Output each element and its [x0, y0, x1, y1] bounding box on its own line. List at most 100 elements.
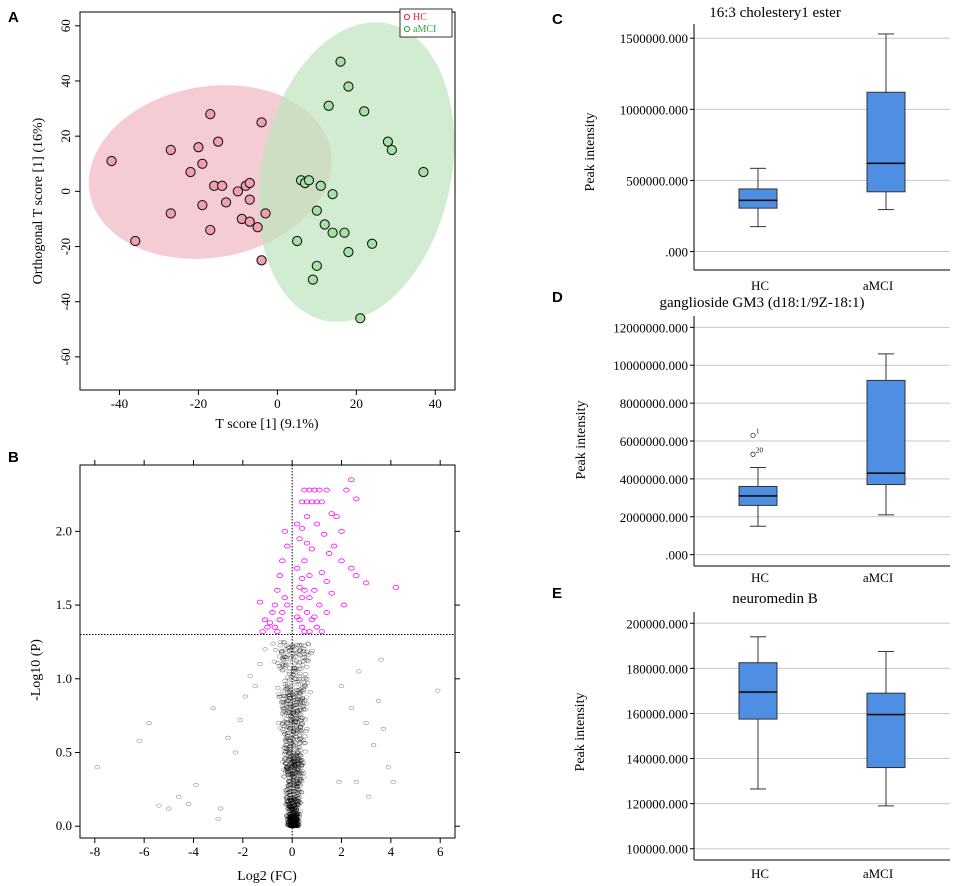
nonsignificant-feature-point: [304, 664, 310, 669]
nonsignificant-feature-point: [288, 757, 295, 762]
nonsignificant-feature-point: [297, 748, 304, 753]
nonsignificant-feature-point: [283, 700, 290, 705]
nonsignificant-feature-point: [304, 676, 310, 681]
nonsignificant-feature-point: [294, 801, 301, 806]
nonsignificant-feature-point: [293, 724, 300, 729]
nonsignificant-feature-point: [289, 822, 295, 827]
nonsignificant-feature-point: [285, 820, 291, 825]
nonsignificant-feature-point: [290, 820, 296, 825]
nonsignificant-feature-point: [375, 698, 382, 703]
nonsignificant-feature-point: [285, 687, 291, 692]
nonsignificant-feature-point: [300, 676, 307, 681]
nonsignificant-feature-point: [210, 706, 216, 711]
nonsignificant-feature-point: [294, 784, 300, 789]
nonsignificant-feature-point: [294, 708, 301, 713]
nonsignificant-feature-point: [284, 742, 290, 747]
nonsignificant-feature-point: [293, 812, 299, 817]
nonsignificant-feature-point: [293, 822, 299, 827]
nonsignificant-feature-point: [290, 757, 297, 762]
nonsignificant-feature-point: [291, 803, 298, 808]
nonsignificant-feature-point: [294, 799, 300, 804]
nonsignificant-feature-point: [282, 682, 289, 687]
d-box-amci: [866, 379, 906, 486]
nonsignificant-feature-point: [288, 816, 294, 821]
nonsignificant-feature-point: [289, 811, 295, 816]
nonsignificant-feature-point: [287, 823, 294, 828]
nonsignificant-feature-point: [290, 733, 296, 738]
nonsignificant-feature-point: [294, 679, 301, 684]
significant-feature-point: [276, 617, 284, 623]
nonsignificant-feature-point: [293, 814, 299, 819]
nonsignificant-feature-point: [294, 700, 300, 705]
nonsignificant-feature-point: [302, 672, 309, 677]
nonsignificant-feature-point: [292, 805, 298, 810]
nonsignificant-feature-point: [289, 817, 295, 822]
significant-feature-point: [293, 521, 301, 527]
nonsignificant-feature-point: [288, 813, 294, 818]
nonsignificant-feature-point: [291, 698, 297, 703]
nonsignificant-feature-point: [290, 751, 296, 756]
nonsignificant-feature-point: [289, 806, 296, 811]
nonsignificant-feature-point: [292, 798, 298, 803]
nonsignificant-feature-point: [293, 717, 300, 722]
significant-feature-point: [281, 595, 288, 601]
nonsignificant-feature-point: [291, 783, 297, 788]
nonsignificant-feature-point: [292, 822, 299, 827]
nonsignificant-feature-point: [295, 817, 301, 822]
b-xtick-label: 6: [437, 844, 444, 859]
nonsignificant-feature-point: [288, 798, 294, 803]
a-ytick-label: -40: [58, 293, 73, 310]
nonsignificant-feature-point: [290, 736, 296, 741]
nonsignificant-feature-point: [291, 754, 297, 759]
nonsignificant-feature-point: [298, 790, 305, 795]
nonsignificant-feature-point: [287, 812, 293, 817]
nonsignificant-feature-point: [290, 672, 296, 677]
b-xtick-label: 0: [289, 844, 296, 859]
nonsignificant-feature-point: [287, 796, 293, 801]
panel-b-xlabel: Log2 (FC): [237, 869, 297, 884]
significant-feature-point: [281, 528, 288, 534]
nonsignificant-feature-point: [277, 666, 284, 671]
nonsignificant-feature-point: [293, 807, 300, 812]
nonsignificant-feature-point: [293, 813, 300, 818]
nonsignificant-feature-point: [193, 782, 199, 787]
nonsignificant-feature-point: [289, 683, 296, 688]
panel-letter-b: B: [8, 449, 19, 466]
nonsignificant-feature-point: [289, 720, 295, 725]
nonsignificant-feature-point: [288, 816, 295, 821]
nonsignificant-feature-point: [289, 718, 295, 723]
nonsignificant-feature-point: [305, 653, 311, 658]
significant-feature-point: [269, 610, 276, 615]
nonsignificant-feature-point: [289, 821, 295, 826]
nonsignificant-feature-point: [294, 757, 300, 762]
nonsignificant-feature-point: [291, 824, 298, 829]
nonsignificant-feature-point: [237, 718, 244, 723]
nonsignificant-feature-point: [286, 790, 292, 795]
nonsignificant-feature-point: [289, 807, 295, 812]
b-ytick-label: 1.0: [56, 671, 72, 686]
nonsignificant-feature-point: [292, 803, 298, 808]
nonsignificant-feature-point: [291, 759, 298, 764]
a-ytick-label: 60: [58, 19, 73, 32]
nonsignificant-feature-point: [279, 655, 286, 660]
nonsignificant-feature-point: [293, 734, 299, 739]
nonsignificant-feature-point: [289, 760, 295, 765]
nonsignificant-feature-point: [281, 745, 287, 750]
nonsignificant-feature-point: [289, 759, 296, 764]
nonsignificant-feature-point: [297, 647, 304, 652]
nonsignificant-feature-point: [293, 786, 300, 791]
nonsignificant-feature-point: [293, 823, 299, 828]
nonsignificant-feature-point: [294, 812, 300, 817]
nonsignificant-feature-point: [295, 651, 302, 656]
b-ytick-label: 0.5: [56, 744, 72, 759]
nonsignificant-feature-point: [290, 692, 296, 697]
nonsignificant-feature-point: [289, 801, 296, 806]
nonsignificant-feature-point: [287, 725, 293, 730]
nonsignificant-feature-point: [290, 704, 296, 709]
nonsignificant-feature-point: [293, 818, 300, 823]
significant-feature-point: [353, 573, 360, 578]
panel-a-ylabel: Orthogonal T score [1] (16%): [31, 117, 46, 284]
nonsignificant-feature-point: [287, 815, 294, 820]
panel-d-xtick-amci: aMCI: [863, 570, 893, 585]
nonsignificant-feature-point: [282, 756, 288, 761]
